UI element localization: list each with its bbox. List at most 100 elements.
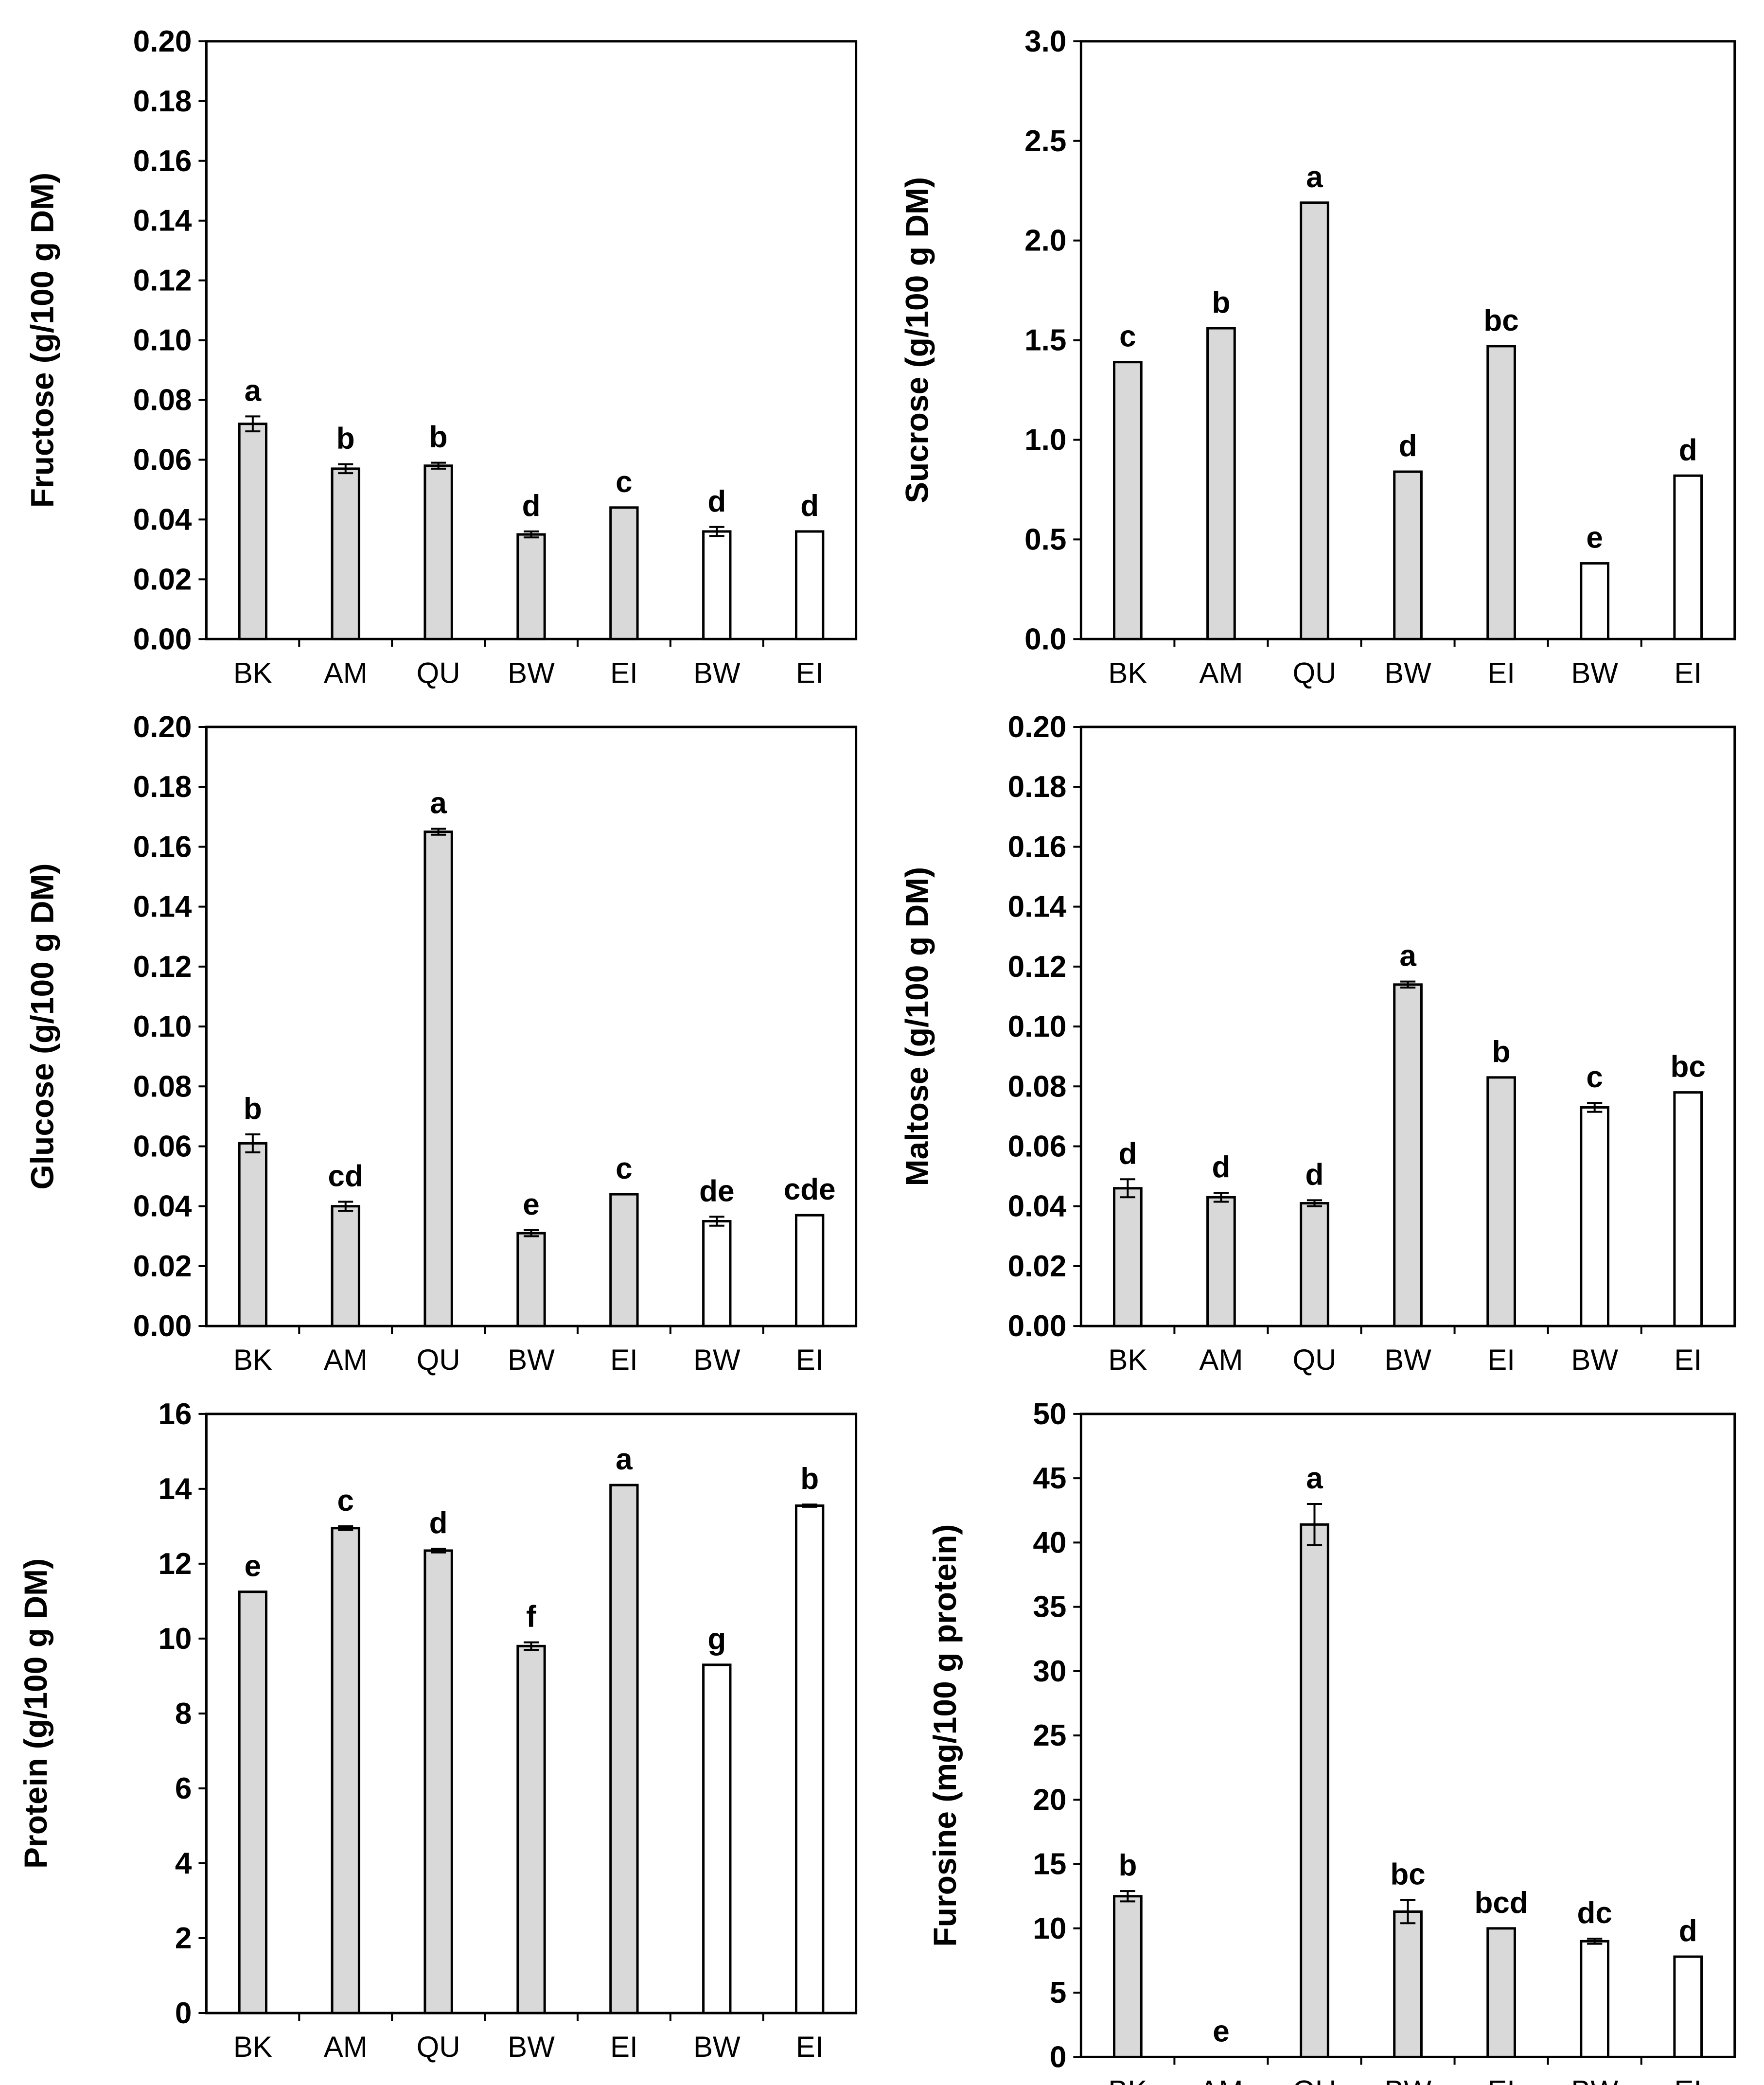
protein-y-tick-label: 8 [175, 1697, 192, 1731]
protein-x-tick-label: BW [508, 2031, 555, 2063]
glucose-y-tick-label: 0.12 [133, 950, 192, 984]
maltose-y-tick-label: 0.02 [1008, 1250, 1067, 1283]
protein-bar-qu-3 [423, 1549, 453, 2014]
maltose-bar-qu-3 [1300, 1202, 1329, 1327]
protein-y-axis-title: Protein (g/100 g DM) [18, 1558, 53, 1869]
maltose-bar-ei-5 [1486, 1076, 1516, 1327]
furosine-y-tick-label: 5 [1050, 1976, 1066, 2010]
fructose-y-tick-label: 0.12 [133, 264, 192, 298]
fructose-y-tick-label: 0.02 [133, 563, 192, 596]
maltose-y-tick-label: 0.00 [1008, 1309, 1067, 1343]
protein-significance-letter: e [245, 1550, 261, 1583]
sucrose-bar-ei-5 [1486, 345, 1516, 640]
protein-y-tick-label: 0 [175, 1997, 192, 2030]
furosine-y-tick-label: 30 [1033, 1655, 1066, 1688]
fructose-y-tick-label: 0.14 [133, 204, 192, 238]
protein-x-tick-label: QU [417, 2031, 460, 2063]
fructose-x-tick-label: QU [417, 656, 460, 689]
furosine-significance-letter: bc [1390, 1858, 1425, 1891]
fructose-bar-am-2 [331, 467, 360, 640]
protein-significance-letter: c [337, 1484, 353, 1518]
glucose-x-tick-label: EI [610, 1343, 638, 1376]
maltose-error-bar [1400, 980, 1416, 989]
furosine-x-tick-label: BW [1571, 2074, 1618, 2085]
protein-x-tick-label: BW [693, 2031, 741, 2063]
glucose-error-bar [524, 1229, 539, 1237]
maltose-y-tick-label: 0.16 [1008, 830, 1067, 864]
fructose-y-tick-label: 0.20 [133, 25, 192, 58]
protein-error-bar [802, 1503, 817, 1508]
maltose-significance-letter: d [1305, 1158, 1324, 1191]
glucose-error-bar [709, 1216, 724, 1227]
furosine-y-axis-title: Furosine (mg/100 g protein) [927, 1524, 963, 1947]
fructose-x-tick-label: EI [796, 656, 824, 689]
glucose-bar-qu-3 [423, 830, 453, 1327]
protein-x-tick-label: AM [324, 2031, 368, 2063]
fructose-chart: 0.00 0.02 0.04 0.06 0.08 0.10 0.12 0.14 0.16 0.18… [24, 25, 858, 689]
maltose-x-tick-label: BK [1108, 1343, 1147, 1376]
sucrose-significance-letter: d [1399, 429, 1417, 463]
maltose-x-tick-label: EI [1487, 1343, 1515, 1376]
furosine-bar-ei-7 [1673, 1955, 1703, 2058]
maltose-y-tick-label: 0.08 [1008, 1070, 1067, 1103]
sucrose-x-tick-label: BW [1571, 656, 1618, 689]
sucrose-significance-letter: c [1119, 320, 1136, 353]
furosine-bar-bk-1 [1113, 1895, 1143, 2058]
maltose-significance-letter: d [1212, 1150, 1230, 1184]
sucrose-significance-letter: d [1679, 433, 1697, 467]
fructose-y-tick-label: 0.08 [133, 384, 192, 417]
sucrose-significance-letter: bc [1483, 304, 1518, 337]
furosine-y-tick-label: 40 [1033, 1526, 1066, 1559]
glucose-y-tick-label: 0.04 [133, 1190, 192, 1223]
glucose-x-tick-label: EI [796, 1343, 824, 1376]
furosine-y-tick-label: 15 [1033, 1848, 1066, 1881]
glucose-significance-letter: e [523, 1188, 539, 1221]
fructose-bar-ei-5 [609, 506, 639, 640]
glucose-x-tick-label: AM [324, 1343, 368, 1376]
sucrose-significance-letter: e [1586, 521, 1603, 555]
glucose-error-bar [338, 1201, 353, 1212]
fructose-error-bar [524, 530, 539, 539]
maltose-chart: 0.00 0.02 0.04 0.06 0.08 0.10 0.12 0.14 0.16 0.18… [899, 710, 1736, 1376]
furosine-bar-ei-5 [1486, 1927, 1516, 2058]
protein-y-tick-label: 12 [158, 1547, 192, 1581]
sucrose-significance-letter: a [1306, 160, 1323, 194]
furosine-y-tick-label: 10 [1033, 1912, 1066, 1945]
glucose-significance-letter: de [699, 1174, 734, 1208]
fructose-bar-bw-6 [702, 530, 732, 640]
maltose-bar-ei-7 [1673, 1091, 1703, 1327]
maltose-y-tick-label: 0.20 [1008, 710, 1067, 744]
maltose-bar-bw-4 [1393, 983, 1423, 1327]
fructose-error-bar [709, 526, 724, 537]
maltose-significance-letter: a [1399, 939, 1416, 973]
furosine-x-tick-label: EI [1487, 2074, 1515, 2085]
fructose-error-bar [245, 415, 261, 433]
glucose-significance-letter: cd [328, 1159, 363, 1193]
fructose-error-bar [431, 461, 446, 470]
furosine-y-tick-label: 50 [1033, 1397, 1066, 1431]
fructose-y-tick-label: 0.00 [133, 622, 192, 656]
protein-bar-ei-5 [609, 1484, 639, 2014]
sucrose-y-axis-title: Sucrose (g/100 g DM) [899, 177, 935, 503]
glucose-y-tick-label: 0.06 [133, 1130, 192, 1164]
sucrose-y-tick-label: 2.0 [1024, 224, 1066, 258]
fructose-y-tick-label: 0.10 [133, 324, 192, 357]
furosine-bar-bw-4 [1393, 1910, 1423, 2058]
glucose-y-tick-label: 0.02 [133, 1250, 192, 1283]
fructose-significance-letter: d [800, 489, 819, 523]
furosine-y-tick-label: 35 [1033, 1590, 1066, 1624]
sucrose-bar-bk-1 [1113, 361, 1143, 640]
protein-x-tick-label: BK [233, 2031, 272, 2063]
protein-bar-ei-7 [794, 1504, 825, 2014]
sucrose-x-tick-label: EI [1674, 656, 1702, 689]
furosine-significance-letter: e [1213, 2014, 1229, 2048]
furosine-y-tick-label: 20 [1033, 1783, 1066, 1817]
sucrose-significance-letter: b [1212, 286, 1230, 319]
sucrose-x-tick-label: EI [1487, 656, 1515, 689]
protein-bar-am-2 [331, 1527, 360, 2014]
sucrose-y-tick-label: 0.0 [1024, 622, 1066, 656]
glucose-bar-ei-7 [794, 1214, 825, 1327]
fructose-x-tick-label: AM [324, 656, 368, 689]
sucrose-y-tick-label: 1.5 [1024, 324, 1066, 357]
maltose-error-bar [1213, 1192, 1229, 1203]
